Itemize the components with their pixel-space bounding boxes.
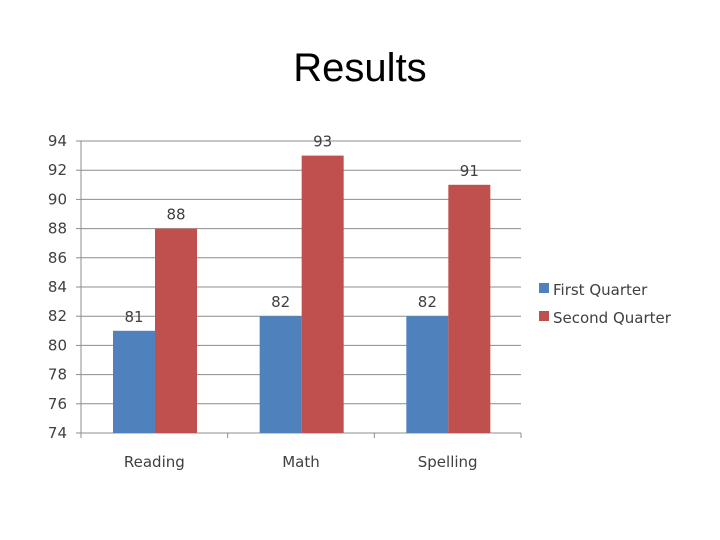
bar bbox=[448, 184, 491, 433]
y-tick-label: 94 bbox=[48, 132, 67, 150]
y-tick-label: 90 bbox=[48, 190, 67, 208]
legend-swatch bbox=[539, 311, 549, 321]
y-tick-label: 78 bbox=[48, 366, 67, 384]
bar bbox=[113, 330, 155, 433]
legend-label: Second Quarter bbox=[553, 309, 672, 327]
y-tick-label: 86 bbox=[48, 249, 67, 267]
data-label: 93 bbox=[313, 133, 332, 151]
slide-title: Results bbox=[293, 46, 427, 90]
x-category-label: Math bbox=[282, 453, 320, 471]
legend: First Quarter Second Quarter bbox=[539, 281, 672, 327]
x-category-label: Spelling bbox=[418, 453, 478, 471]
data-label: 81 bbox=[124, 308, 143, 326]
bar bbox=[155, 228, 197, 433]
y-tick-label: 92 bbox=[48, 161, 67, 179]
y-tick-label: 82 bbox=[48, 307, 67, 325]
data-label: 91 bbox=[460, 162, 479, 180]
y-tick-label: 84 bbox=[48, 278, 67, 296]
legend-label: First Quarter bbox=[553, 281, 648, 299]
legend-swatch bbox=[539, 283, 549, 293]
y-tick-label: 76 bbox=[48, 395, 67, 413]
y-tick-label: 80 bbox=[48, 336, 67, 354]
data-label: 82 bbox=[271, 293, 290, 311]
data-label: 82 bbox=[418, 293, 437, 311]
x-category-label: Reading bbox=[124, 453, 185, 471]
bar bbox=[259, 316, 302, 433]
bars bbox=[113, 155, 491, 433]
bar bbox=[301, 155, 344, 433]
data-labels: 81 88 82 93 82 91 bbox=[124, 133, 478, 326]
y-tick-label: 88 bbox=[48, 220, 67, 238]
bar bbox=[406, 316, 449, 433]
data-label: 88 bbox=[166, 206, 185, 224]
y-tick-label: 74 bbox=[48, 424, 67, 442]
